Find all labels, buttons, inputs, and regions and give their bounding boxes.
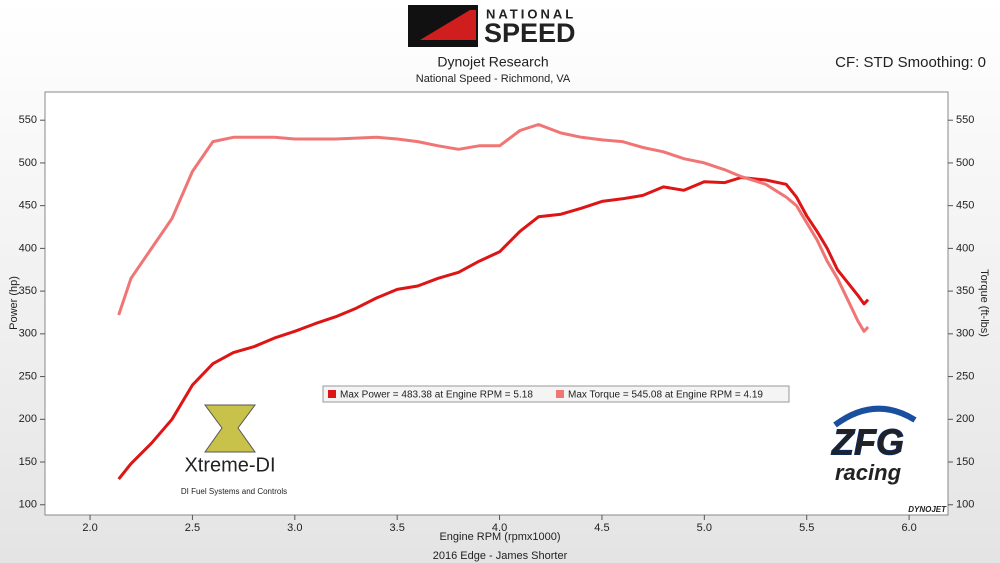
y2-tick-label: 150 <box>956 456 974 468</box>
logo-dynojet: DYNOJET <box>908 505 947 514</box>
logo-zfg: ZFG racing <box>831 405 917 485</box>
logo-shape <box>420 10 476 40</box>
y2-tick-label: 100 <box>956 499 974 511</box>
legend-swatch <box>556 390 564 398</box>
x-tick-label: 5.0 <box>697 522 712 534</box>
plot-area <box>44 91 949 516</box>
y-axis-label: Power (hp) <box>8 276 20 330</box>
legend-label: Max Power = 483.38 at Engine RPM = 5.18 <box>340 390 533 401</box>
logo-text: NATIONAL <box>486 6 576 21</box>
x-tick-label: 3.0 <box>287 522 302 534</box>
y2-tick-label: 350 <box>956 285 974 297</box>
logo-xtreme-di: Xtreme-DI DI Fuel Systems and Controls <box>181 404 287 496</box>
logo-text: ZFG <box>831 422 904 463</box>
y-tick-label: 100 <box>19 499 37 511</box>
y-tick-label: 250 <box>19 370 37 382</box>
logo-text: Xtreme-DI <box>184 454 275 476</box>
x-tick-label: 6.0 <box>901 522 916 534</box>
y2-tick-label: 500 <box>956 157 974 169</box>
y2-tick-label: 400 <box>956 242 974 254</box>
y-tick-label: 200 <box>19 413 37 425</box>
y2-tick-label: 250 <box>956 370 974 382</box>
settings-label: CF: STD Smoothing: 0 <box>835 54 986 71</box>
logo-text: SPEED <box>484 18 576 48</box>
series-line <box>117 123 870 333</box>
x-tick-label: 2.5 <box>185 522 200 534</box>
logo-national-speed: NATIONAL SPEED <box>408 5 576 48</box>
y2-tick-label: 200 <box>956 413 974 425</box>
logo-text: racing <box>835 460 902 485</box>
y2-axis-label: Torque (ft-lbs) <box>978 269 990 337</box>
x-tick-label: 5.5 <box>799 522 814 534</box>
x-tick-label: 2.0 <box>82 522 97 534</box>
chart-subtitle: National Speed - Richmond, VA <box>416 73 571 85</box>
y-tick-label: 150 <box>19 456 37 468</box>
legend-label: Max Torque = 545.08 at Engine RPM = 4.19 <box>568 390 763 401</box>
legend: Max Power = 483.38 at Engine RPM = 5.18 M… <box>322 385 790 403</box>
y-tick-label: 350 <box>19 285 37 297</box>
y2-tick-label: 450 <box>956 200 974 212</box>
y-tick-label: 450 <box>19 200 37 212</box>
y-tick-label: 500 <box>19 157 37 169</box>
y2-tick-label: 550 <box>956 114 974 126</box>
x-axis-label: Engine RPM (rpmx1000) <box>439 531 560 543</box>
y-tick-label: 400 <box>19 242 37 254</box>
y-tick-label: 300 <box>19 328 37 340</box>
series-line <box>117 176 870 481</box>
x-tick-label: 4.5 <box>594 522 609 534</box>
x-tick-label: 3.5 <box>390 522 405 534</box>
x-tick-label: 4.0 <box>492 522 507 534</box>
logo-text: DI Fuel Systems and Controls <box>181 487 287 496</box>
y2-tick-label: 300 <box>956 328 974 340</box>
logo-shape <box>204 404 256 453</box>
legend-swatch <box>328 390 336 398</box>
logo-shape <box>833 405 917 428</box>
y-tick-label: 550 <box>19 114 37 126</box>
footer: 2016 Edge - James Shorter <box>433 550 568 562</box>
chart-title: Dynojet Research <box>437 54 548 70</box>
